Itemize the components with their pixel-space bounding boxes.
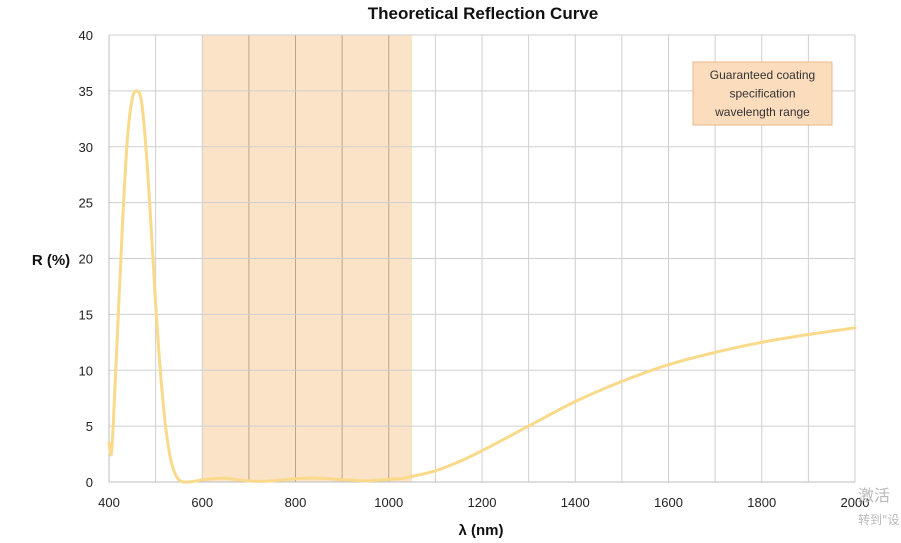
x-tick-labels: 400 600 800 1000 1200 1400 1600 1800 2000: [98, 495, 869, 510]
y-tick-label: 0: [86, 475, 93, 490]
annotation-background: [692, 61, 833, 126]
watermark-line-1: 激活: [858, 486, 890, 505]
y-tick-label: 5: [86, 419, 93, 434]
series-line: [107, 89, 857, 484]
annotation-line-2: specification: [729, 87, 795, 101]
watermark-line-2: 转到"设: [858, 512, 900, 527]
annotation-line-1: Guaranteed coating: [710, 68, 815, 82]
y-tick-label: 40: [79, 28, 93, 43]
y-tick-label: 10: [79, 363, 93, 378]
y-tick-label: 15: [79, 307, 93, 322]
y-axis-label: R (%): [32, 252, 70, 269]
x-tick-label: 1200: [468, 495, 497, 510]
x-tick-label: 400: [98, 495, 120, 510]
y-tick-label: 30: [79, 140, 93, 155]
x-tick-label: 800: [285, 495, 307, 510]
chart-title: Theoretical Reflection Curve: [368, 4, 599, 23]
x-tick-label: 1800: [747, 495, 776, 510]
y-tick-label: 20: [79, 252, 93, 267]
y-tick-labels: 0 5 10 15 20 25 30 35 40: [79, 28, 93, 490]
annotation-line-3: wavelength range: [714, 105, 810, 119]
y-tick-label: 25: [79, 196, 93, 211]
x-tick-label: 1000: [374, 495, 403, 510]
y-tick-label: 35: [79, 84, 93, 99]
x-tick-label: 2000: [841, 495, 870, 510]
x-tick-label: 1400: [561, 495, 590, 510]
x-axis-label: λ (nm): [459, 522, 504, 539]
x-tick-label: 1600: [654, 495, 683, 510]
grid: [108, 34, 856, 483]
x-tick-label: 600: [191, 495, 213, 510]
annotation-box: Guaranteed coating specification wavelen…: [692, 61, 833, 126]
